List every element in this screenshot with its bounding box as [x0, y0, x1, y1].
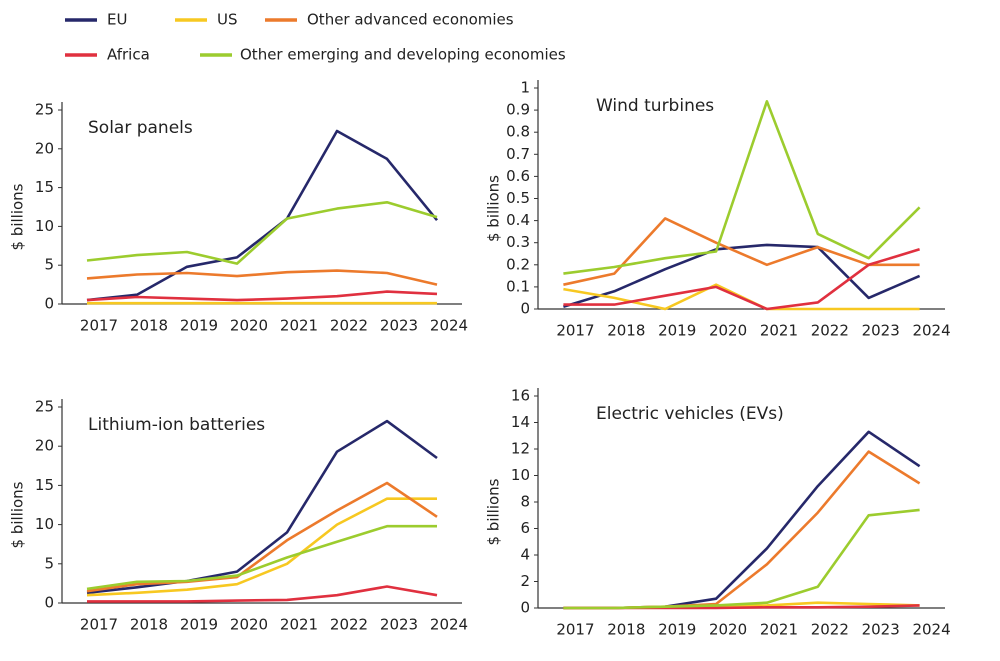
legend-label: Other emerging and developing economies: [240, 46, 566, 64]
y-tick-label: 10: [511, 466, 530, 484]
y-tick-label: 0.8: [506, 123, 530, 141]
legend-label: US: [217, 11, 238, 29]
panel-title: Solar panels: [88, 118, 193, 138]
x-tick-label: 2022: [330, 317, 368, 335]
legend-label: Africa: [107, 46, 150, 64]
y-tick-label: 14: [511, 413, 530, 431]
y-tick-label: 16: [511, 387, 530, 405]
y-tick-label: 0.2: [506, 255, 530, 273]
series-line: [563, 243, 921, 309]
x-tick-label: 2023: [862, 621, 900, 639]
series-line: [563, 508, 920, 610]
x-tick-label: 2019: [658, 322, 696, 340]
y-tick-label: 25: [35, 101, 54, 119]
y-tick-label: 15: [35, 178, 54, 196]
y-tick-label: 0.9: [506, 101, 530, 119]
y-tick-label: 0: [44, 295, 54, 313]
panel-title: Electric vehicles (EVs): [596, 404, 784, 424]
y-tick-label: 10: [35, 515, 54, 533]
x-tick-label: 2024: [430, 616, 468, 634]
series-line: [563, 100, 921, 275]
y-tick-label: 12: [511, 440, 530, 458]
x-tick-label: 2023: [862, 322, 900, 340]
y-axis-label: $ billions: [485, 175, 503, 242]
x-tick-label: 2022: [811, 621, 849, 639]
x-tick-label: 2018: [607, 322, 645, 340]
y-tick-label: 0.5: [506, 189, 530, 207]
x-tick-label: 2020: [230, 616, 268, 634]
x-tick-label: 2024: [430, 317, 468, 335]
x-tick-label: 2019: [180, 317, 218, 335]
x-tick-label: 2024: [912, 621, 950, 639]
y-tick-label: 0: [44, 594, 54, 612]
x-tick-label: 2020: [709, 621, 747, 639]
panel-title: Lithium-ion batteries: [88, 415, 265, 435]
y-tick-label: 8: [520, 493, 530, 511]
y-tick-label: 4: [520, 546, 530, 564]
series-line: [86, 524, 437, 591]
y-tick-label: 0: [520, 300, 530, 318]
x-tick-label: 2018: [130, 317, 168, 335]
series-line: [86, 269, 438, 286]
x-tick-label: 2022: [330, 616, 368, 634]
y-tick-label: 0.3: [506, 233, 530, 251]
series-line: [86, 201, 438, 265]
x-tick-label: 2017: [556, 322, 594, 340]
series-line: [86, 419, 438, 595]
y-tick-label: 5: [44, 554, 54, 572]
x-tick-label: 2020: [709, 322, 747, 340]
y-axis-label: $ billions: [9, 481, 27, 548]
x-tick-label: 2018: [607, 621, 645, 639]
y-tick-label: 15: [35, 476, 54, 494]
y-tick-label: 0.4: [506, 211, 530, 229]
series-line: [86, 481, 438, 593]
series-line: [86, 290, 438, 302]
panel-title: Wind turbines: [596, 96, 714, 116]
y-tick-label: 1: [520, 79, 530, 97]
y-tick-label: 0.7: [506, 145, 530, 163]
series-line: [563, 217, 920, 286]
y-tick-label: 20: [35, 437, 54, 455]
series-line: [563, 248, 920, 311]
x-tick-label: 2021: [280, 616, 318, 634]
y-axis-label: $ billions: [485, 478, 503, 545]
y-tick-label: 0: [520, 599, 530, 617]
x-tick-label: 2019: [658, 621, 696, 639]
legend-label: Other advanced economies: [307, 11, 514, 29]
y-tick-label: 0.1: [506, 277, 530, 295]
x-tick-label: 2021: [280, 317, 318, 335]
y-tick-label: 10: [35, 217, 54, 235]
x-tick-label: 2023: [380, 616, 418, 634]
series-line: [86, 129, 439, 302]
x-tick-label: 2017: [80, 616, 118, 634]
y-tick-label: 25: [35, 398, 54, 416]
y-tick-label: 0.6: [506, 167, 530, 185]
x-tick-label: 2021: [760, 322, 798, 340]
y-tick-label: 2: [520, 572, 530, 590]
y-tick-label: 20: [35, 139, 54, 157]
y-tick-label: 6: [520, 519, 530, 537]
x-tick-label: 2018: [130, 616, 168, 634]
series-line: [86, 497, 437, 597]
x-tick-label: 2017: [556, 621, 594, 639]
x-tick-label: 2022: [811, 322, 849, 340]
x-tick-label: 2019: [180, 616, 218, 634]
x-tick-label: 2021: [760, 621, 798, 639]
x-tick-label: 2023: [380, 317, 418, 335]
series-line: [87, 585, 438, 603]
x-tick-label: 2024: [912, 322, 950, 340]
y-tick-label: 5: [44, 256, 54, 274]
series-line: [563, 450, 921, 610]
legend-label: EU: [107, 11, 127, 29]
x-tick-label: 2020: [230, 317, 268, 335]
x-tick-label: 2017: [80, 317, 118, 335]
y-axis-label: $ billions: [9, 183, 27, 250]
